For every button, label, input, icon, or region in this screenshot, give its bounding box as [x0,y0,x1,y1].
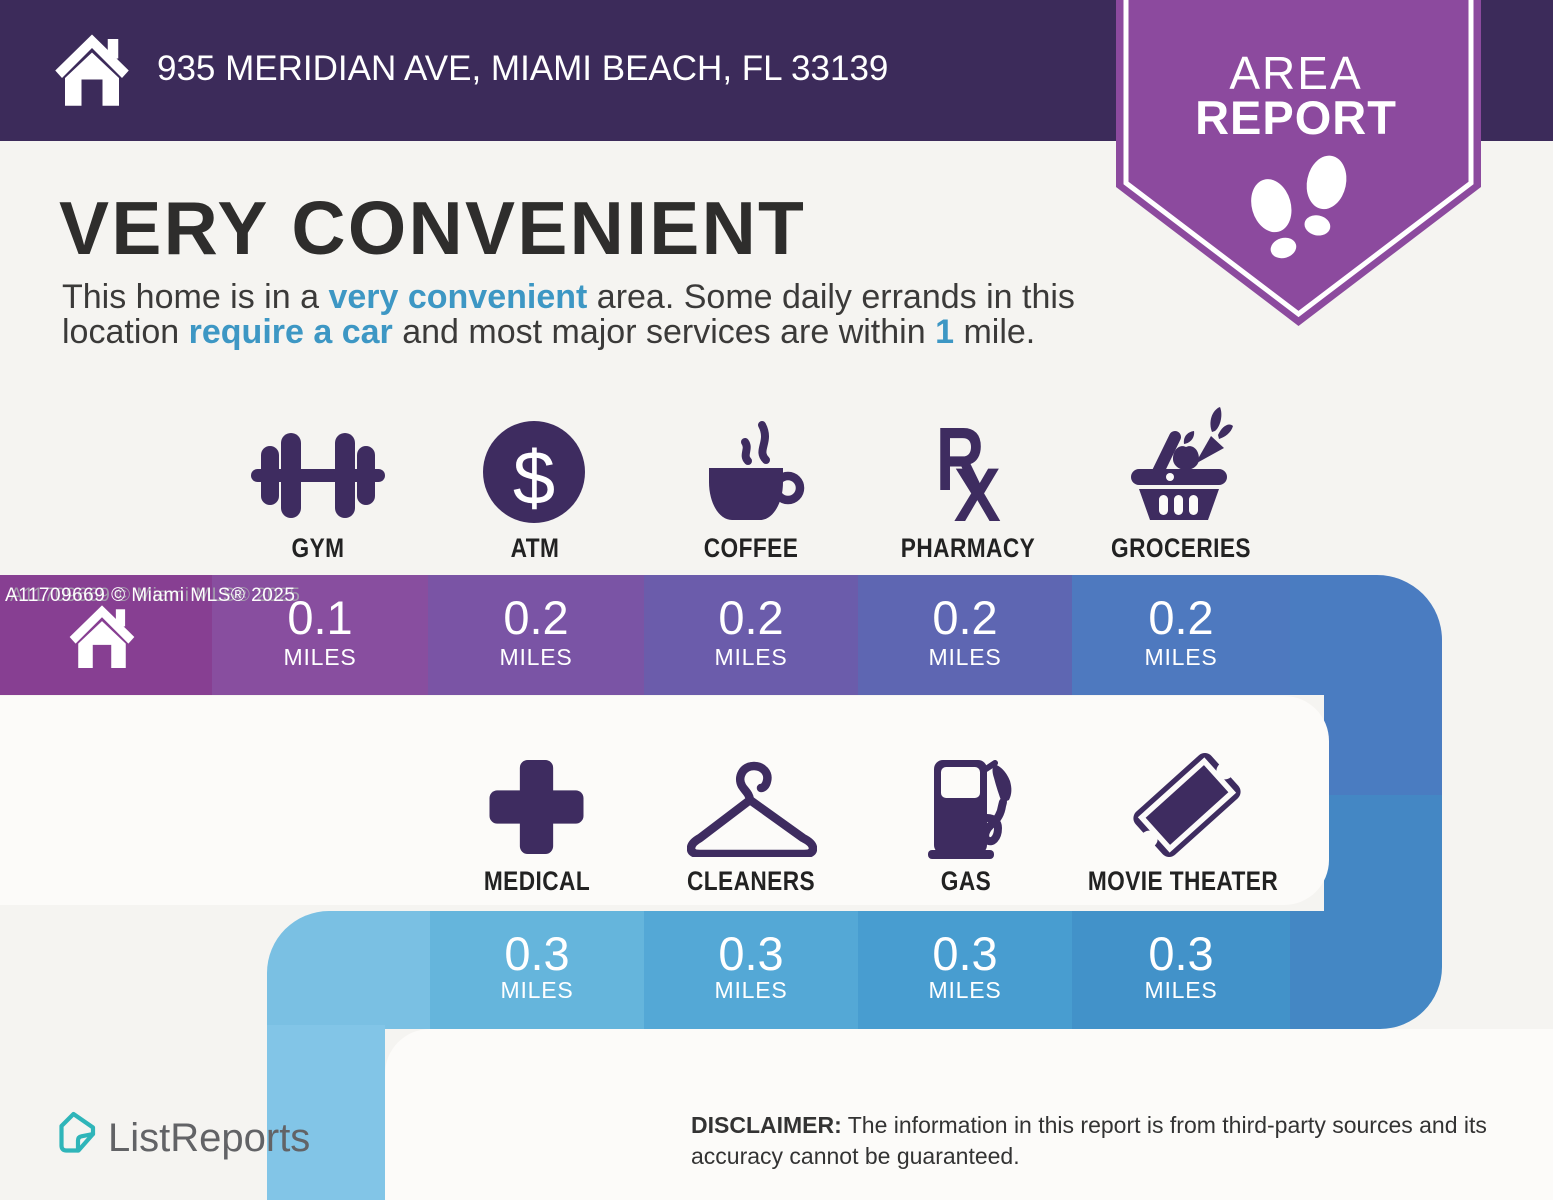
svg-text:X: X [954,453,1001,524]
svg-text:AREA: AREA [1229,47,1362,99]
svg-text:R: R [938,424,984,509]
svg-text:REPORT: REPORT [1195,91,1397,144]
svg-text:$: $ [513,436,555,521]
